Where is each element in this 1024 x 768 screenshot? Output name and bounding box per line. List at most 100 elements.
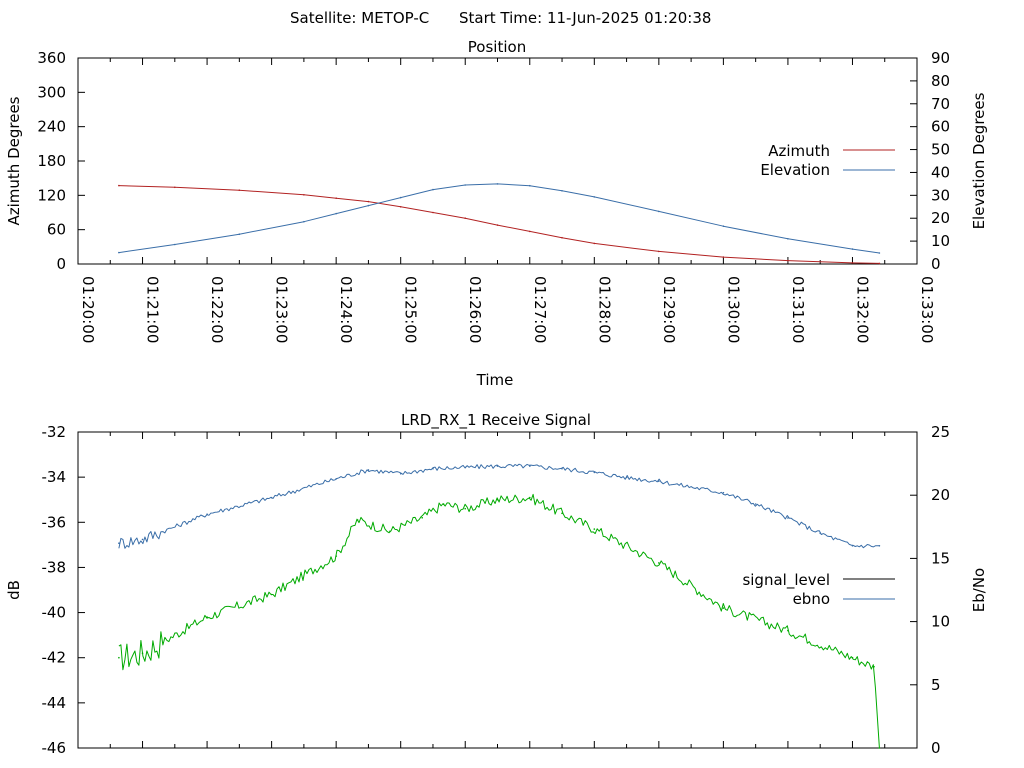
position-series (118, 183, 881, 265)
signal_level-point (335, 555, 338, 557)
position-y2-tick-label: 40 (931, 163, 950, 181)
elevation-point (335, 212, 338, 215)
signal_level-point (389, 530, 391, 533)
signal-plot-frame (77, 431, 918, 749)
ebno-point (206, 513, 208, 515)
signal_level-point (873, 665, 875, 668)
elevation-line (118, 183, 880, 254)
elevation-point (174, 243, 176, 246)
elevation-point (787, 238, 789, 240)
ebno-point (787, 517, 789, 519)
azimuth-point (722, 256, 725, 258)
ebno-axis-label: Eb/No (970, 568, 988, 612)
elevation-point (496, 183, 499, 185)
signal-y2-tick-label: 15 (931, 549, 950, 567)
ebno-point (399, 472, 402, 475)
signal-chart-title: LRD_RX_1 Receive Signal (401, 411, 591, 430)
position-x-tick-label: 01:24:00 (337, 276, 355, 343)
db-axis-label: dB (5, 580, 23, 600)
ebno-point (270, 496, 273, 499)
position-y2-tick-label: 90 (931, 49, 950, 67)
signal-legend: signal_level ebno (742, 571, 895, 608)
azimuth-axis-label: Azimuth Degrees (5, 96, 23, 225)
position-x-tick-label: 01:22:00 (208, 276, 226, 343)
legend-signal-level-label: signal_level (742, 571, 830, 590)
signal-ticks: -32 -34 -36 -38 -40 -42 -44 -46 0 5 10 15 20 25 (42, 423, 951, 757)
ebno-point (141, 538, 144, 541)
signal_level-point (787, 629, 789, 632)
signal_level-point (464, 507, 467, 510)
elevation-point (561, 190, 563, 192)
position-x-tick-label: 01:25:00 (402, 276, 420, 343)
position-x-tick-label: 01:21:00 (144, 276, 162, 343)
position-y2-tick-label: 60 (931, 118, 950, 136)
signal_level-point (529, 496, 531, 499)
elevation-point (593, 196, 596, 198)
ebno-point (335, 478, 338, 480)
ebno-point (722, 491, 725, 494)
position-y2-tick-label: 0 (931, 255, 941, 273)
azimuth-point (399, 206, 402, 208)
ebno-point (625, 476, 628, 479)
elevation-point (238, 233, 241, 235)
signal-panel: LRD_RX_1 Receive Signal -32-34-36-38-40-… (5, 411, 988, 757)
signal_level-point (496, 498, 499, 501)
elevation-point (303, 220, 305, 223)
ebno-point (496, 465, 499, 467)
legend-ebno-label: ebno (793, 590, 830, 608)
position-chart-title: Position (468, 38, 526, 56)
ebno-point (851, 545, 854, 547)
signal-y2-tick-label: 10 (931, 613, 950, 631)
position-y-tick-label: 180 (37, 152, 66, 170)
azimuth-point (174, 186, 176, 189)
position-x-tick-label: 01:27:00 (531, 276, 549, 343)
position-y2-tick-label: 30 (931, 186, 950, 204)
signal_level-point (878, 747, 881, 749)
signal-y-tick-label: -42 (42, 649, 67, 667)
ebno-point (561, 467, 563, 470)
position-y2-tick-label: 20 (931, 209, 950, 227)
signal-y2-tick-label: 20 (931, 486, 950, 504)
elevation-point (464, 184, 467, 186)
position-y2-tick-label: 80 (931, 72, 950, 90)
position-x-tick-label: 01:26:00 (466, 276, 484, 343)
signal_level-point (421, 517, 424, 519)
azimuth-line (118, 185, 880, 264)
position-y-tick-label: 120 (37, 186, 66, 204)
signal_level-point (593, 528, 596, 530)
azimuth-point (118, 184, 120, 187)
time-axis-label: Time (476, 371, 514, 389)
elevation-axis-label: Elevation Degrees (970, 92, 988, 229)
signal_level-point (270, 593, 273, 596)
position-x-tick-label: 01:31:00 (789, 276, 807, 343)
position-legend: Azimuth Elevation (760, 142, 895, 179)
position-y2-tick-label: 10 (931, 232, 950, 250)
signal-y2-tick-label: 25 (931, 423, 950, 441)
azimuth-point (658, 250, 660, 253)
position-y2-tick-label: 70 (931, 95, 950, 113)
legend-elevation-label: Elevation (760, 161, 830, 179)
position-y-tick-label: 360 (37, 49, 66, 67)
azimuth-point (851, 262, 854, 264)
position-x-tick-label: 01:28:00 (595, 276, 613, 343)
signal_level-point (658, 562, 660, 564)
ebno-line (118, 463, 880, 549)
legend-azimuth-label: Azimuth (768, 142, 830, 160)
ebno-point (754, 503, 757, 505)
signal_level-point (561, 512, 563, 515)
signal-y-tick-label: -36 (42, 513, 67, 531)
elevation-point (658, 210, 660, 213)
signal-y-tick-label: -32 (42, 423, 67, 441)
signal_level-point (851, 656, 854, 659)
ebno-point (819, 532, 821, 534)
position-x-tick-label: 01:32:00 (853, 276, 871, 343)
azimuth-point (432, 211, 434, 214)
position-x-tick-label: 01:23:00 (273, 276, 291, 343)
azimuth-point (464, 217, 467, 219)
position-y2-tick-label: 50 (931, 141, 950, 159)
elevation-point (878, 252, 881, 254)
signal-y-tick-label: -40 (42, 604, 67, 622)
signal_level-point (141, 652, 144, 654)
signal_level-point (356, 519, 359, 521)
